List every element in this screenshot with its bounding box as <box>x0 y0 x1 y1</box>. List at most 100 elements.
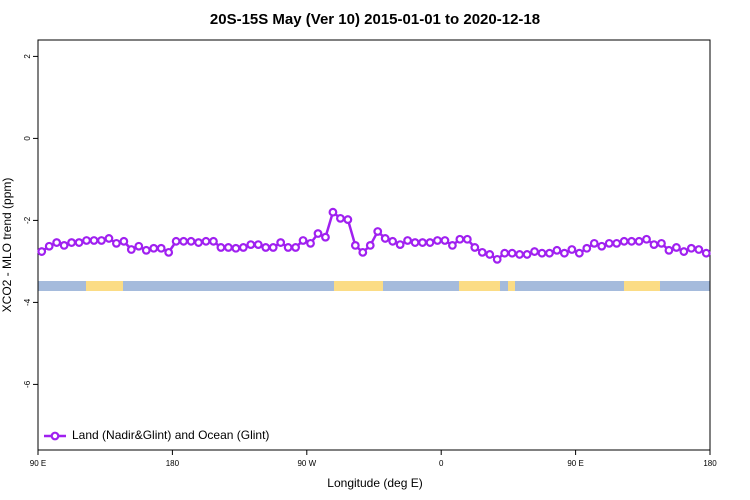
data-point <box>37 247 47 256</box>
data-point <box>425 238 435 247</box>
data-point <box>328 207 338 217</box>
data-point <box>477 247 487 257</box>
data-point <box>59 241 69 250</box>
data-point <box>223 243 233 252</box>
data-point <box>686 243 696 253</box>
data-point <box>448 241 457 250</box>
land-segment <box>86 281 123 291</box>
data-point <box>82 236 91 245</box>
data-point <box>283 243 293 252</box>
data-point <box>545 248 554 258</box>
data-point <box>634 236 644 246</box>
data-point <box>52 238 62 247</box>
y-tick-label: -2 <box>23 216 32 224</box>
data-point <box>119 236 129 246</box>
x-axis-label: Longitude (deg E) <box>327 476 422 490</box>
data-point <box>253 240 263 249</box>
surface-band <box>38 281 710 291</box>
data-point <box>589 238 599 248</box>
data-point <box>582 243 592 253</box>
x-tick-label: 0 <box>439 459 444 468</box>
data-point <box>343 215 353 224</box>
x-tick-label: 180 <box>703 459 717 468</box>
data-point <box>350 241 360 250</box>
y-tick-label: 0 <box>23 136 32 141</box>
data-point <box>238 243 248 252</box>
data-point <box>186 236 196 246</box>
data-point <box>126 245 136 254</box>
data-point <box>358 247 368 257</box>
series-line <box>41 210 707 261</box>
data-point <box>515 250 524 259</box>
legend-label: Land (Nadir&Glint) and Ocean (Glint) <box>72 428 269 442</box>
data-point <box>373 227 383 236</box>
data-point <box>410 238 420 247</box>
data-point <box>194 238 203 247</box>
data-point <box>306 238 315 248</box>
data-point <box>261 243 271 252</box>
data-point <box>89 236 99 245</box>
land-segment <box>334 281 383 291</box>
data-point <box>156 243 166 253</box>
data-point <box>455 234 465 244</box>
land-segment <box>459 281 500 291</box>
data-point <box>604 238 614 248</box>
y-tick-label: -4 <box>23 298 32 306</box>
data-point <box>321 232 330 242</box>
data-point <box>492 254 502 264</box>
data-point <box>134 241 144 251</box>
data-point <box>664 245 674 255</box>
data-point <box>507 248 517 258</box>
data-point <box>627 236 636 246</box>
data-point <box>679 247 689 256</box>
data-point <box>403 236 413 245</box>
data-point <box>597 241 607 251</box>
data-point <box>537 248 547 258</box>
y-axis-label: XCO2 - MLO trend (ppm) <box>0 178 14 313</box>
plot-frame <box>37 39 711 451</box>
data-point <box>74 238 84 247</box>
data-point <box>642 234 651 244</box>
chart-title: 20S-15S May (Ver 10) 2015-01-01 to 2020-… <box>210 11 540 28</box>
data-point <box>500 248 510 258</box>
data-point <box>485 250 495 259</box>
data-point <box>462 234 472 244</box>
data-point <box>395 240 405 249</box>
data-point <box>209 236 218 246</box>
data-point <box>388 236 398 246</box>
data-point <box>560 248 569 258</box>
data-point <box>530 247 539 256</box>
data-point <box>179 236 189 246</box>
data-point <box>418 238 427 247</box>
x-tick-label: 90 W <box>297 459 316 468</box>
data-point <box>380 234 390 243</box>
data-point <box>619 236 629 246</box>
data-point <box>313 229 323 238</box>
data-point <box>97 236 106 245</box>
data-point <box>470 243 480 252</box>
data-point <box>276 238 286 247</box>
data-point <box>574 248 584 258</box>
data-point <box>268 243 278 252</box>
x-tick-label: 90 E <box>30 459 46 468</box>
data-point <box>149 243 159 253</box>
data-point <box>336 213 345 223</box>
data-point <box>701 248 711 258</box>
data-point <box>298 236 308 245</box>
land-segment <box>624 281 660 291</box>
data-point <box>231 243 241 253</box>
data-point <box>567 245 577 254</box>
x-tick-label: 90 E <box>567 459 583 468</box>
data-point <box>433 236 442 245</box>
data-point <box>291 243 301 252</box>
data-point <box>657 238 666 248</box>
data-point <box>522 250 532 259</box>
data-point <box>612 238 622 248</box>
data-point <box>201 236 211 246</box>
land-segment <box>508 281 515 291</box>
data-point <box>440 236 450 245</box>
data-point <box>111 238 121 248</box>
data-point <box>649 240 659 249</box>
data-point <box>104 234 114 243</box>
